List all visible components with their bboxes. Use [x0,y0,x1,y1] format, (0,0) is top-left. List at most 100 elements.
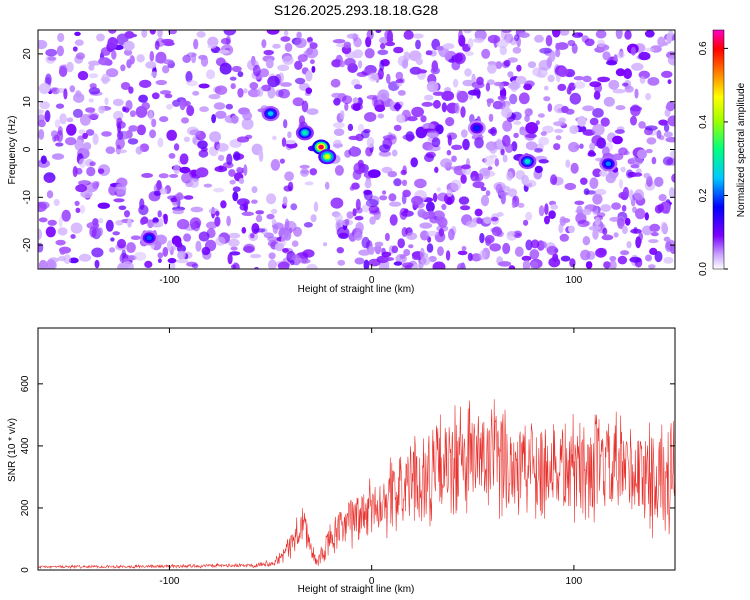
spectrogram-cell [241,211,255,216]
spectrogram-cell [496,39,509,48]
spectrogram-cell [393,124,402,132]
spectrogram-cell [98,105,106,114]
spectrogram-cell [198,83,210,89]
spectrogram-cell [485,82,491,92]
spectrogram-cell [213,187,225,193]
spectrogram-cell [437,192,449,202]
spectrogram-cell [98,57,111,66]
spectrogram-cell [494,158,500,167]
spectrogram-cell [421,101,434,107]
spectrogram-cell [208,93,221,100]
spectrogram-cell [277,261,290,269]
spectrogram-cell [116,117,123,126]
spectrogram-cell [175,241,183,248]
spectrogram-cell [369,216,376,225]
spectrogram-cell [97,227,103,237]
spectrogram-cell [185,71,193,83]
spectrogram-cell [167,195,177,200]
spectrogram-cell [480,186,487,192]
spectrogram-cell [592,123,605,136]
spectrogram-cell [379,195,388,201]
spectrogram-cell [356,71,368,77]
spectrogram-cell [283,30,289,36]
spectrogram-cell [78,253,92,262]
figure-title: S126.2025.293.18.18.G28 [274,2,438,18]
spectrogram-cell [78,129,86,135]
spectrogram-cell [86,221,100,230]
spectrogram-cell [358,249,371,256]
spectrogram-cell [85,129,95,136]
spectrogram-hotspot [605,161,612,167]
spectrogram-cell [424,94,434,101]
spectrogram-cell [241,118,254,130]
spectrogram-cell [594,217,601,226]
spectrogram-cell [644,30,655,38]
spectrogram-cell [363,190,373,201]
spectrogram-cell [393,261,403,266]
spectrogram-cell [414,178,427,189]
spectrogram-cell [97,202,111,209]
spectrogram-cell [567,88,572,95]
spectrogram-cell [108,30,117,34]
spectrogram-cell [217,154,225,162]
spectrogram-cell [79,114,91,126]
spectrogram-cell [522,259,531,269]
spectrogram-cell [602,227,608,235]
spectrogram-cell [54,119,61,128]
spectrogram-cell [129,54,135,64]
spectrogram-cell [535,120,540,125]
snr-ytick-label: 200 [20,499,31,516]
spectrogram-cell [38,109,44,115]
spectrogram-cell [305,70,313,82]
spectrogram-cell [534,165,543,174]
spectrogram-cell [401,210,414,217]
spectrogram-cell [198,149,209,158]
spectrogram-cell [425,201,435,213]
spectrogram-cell [284,218,290,230]
spectrogram-cell [632,172,643,177]
spectrogram-cell [534,34,544,43]
spectrogram-cell [155,79,168,86]
spectrogram-cell [305,46,319,59]
spectrogram-cell [625,169,634,179]
spectrogram-cell [232,186,241,192]
spectrogram-cell [555,48,561,58]
spectrogram-cell [635,168,642,174]
spectrogram-cell [68,257,79,264]
spectrogram-cell [261,39,267,49]
spectrogram-cell [502,154,508,163]
spectrogram-cell [507,82,521,90]
spectrogram-cell [66,117,74,123]
spectrogram-cell [105,219,114,232]
spectrogram-cell [121,261,134,269]
spectrogram-cell [538,205,545,217]
spectrogram-cell [475,30,485,35]
spectrogram-cell [603,261,611,269]
spectrogram-cell [451,155,457,163]
spectrogram-cell [658,135,665,141]
spectrogram-ytick-label: 20 [22,48,33,60]
spectrogram-cell [615,68,626,77]
spectrogram-cell [65,137,77,146]
spectrogram-cell [393,103,402,110]
spectrogram-cell [662,41,669,46]
spectrogram-cell [110,237,115,242]
spectrogram-cell [268,252,276,260]
spectrogram-cell [179,166,191,174]
spectrogram-cell [148,110,153,121]
spectrogram-cell [377,89,390,102]
spectrogram-cell [508,265,516,269]
spectrogram-cell [622,186,630,199]
spectrogram-cell [660,221,668,234]
spectrogram-cell [650,232,659,237]
spectrogram-cell [645,148,653,154]
spectrogram-cell [422,122,435,131]
spectrogram-cell [364,180,372,189]
spectrogram-cell [38,228,43,240]
spectrogram-cell [626,241,632,249]
spectrogram-cell [595,30,607,39]
spectrogram-cell [128,125,139,132]
spectrogram-cell [479,232,485,244]
spectrogram-cell [74,139,84,151]
